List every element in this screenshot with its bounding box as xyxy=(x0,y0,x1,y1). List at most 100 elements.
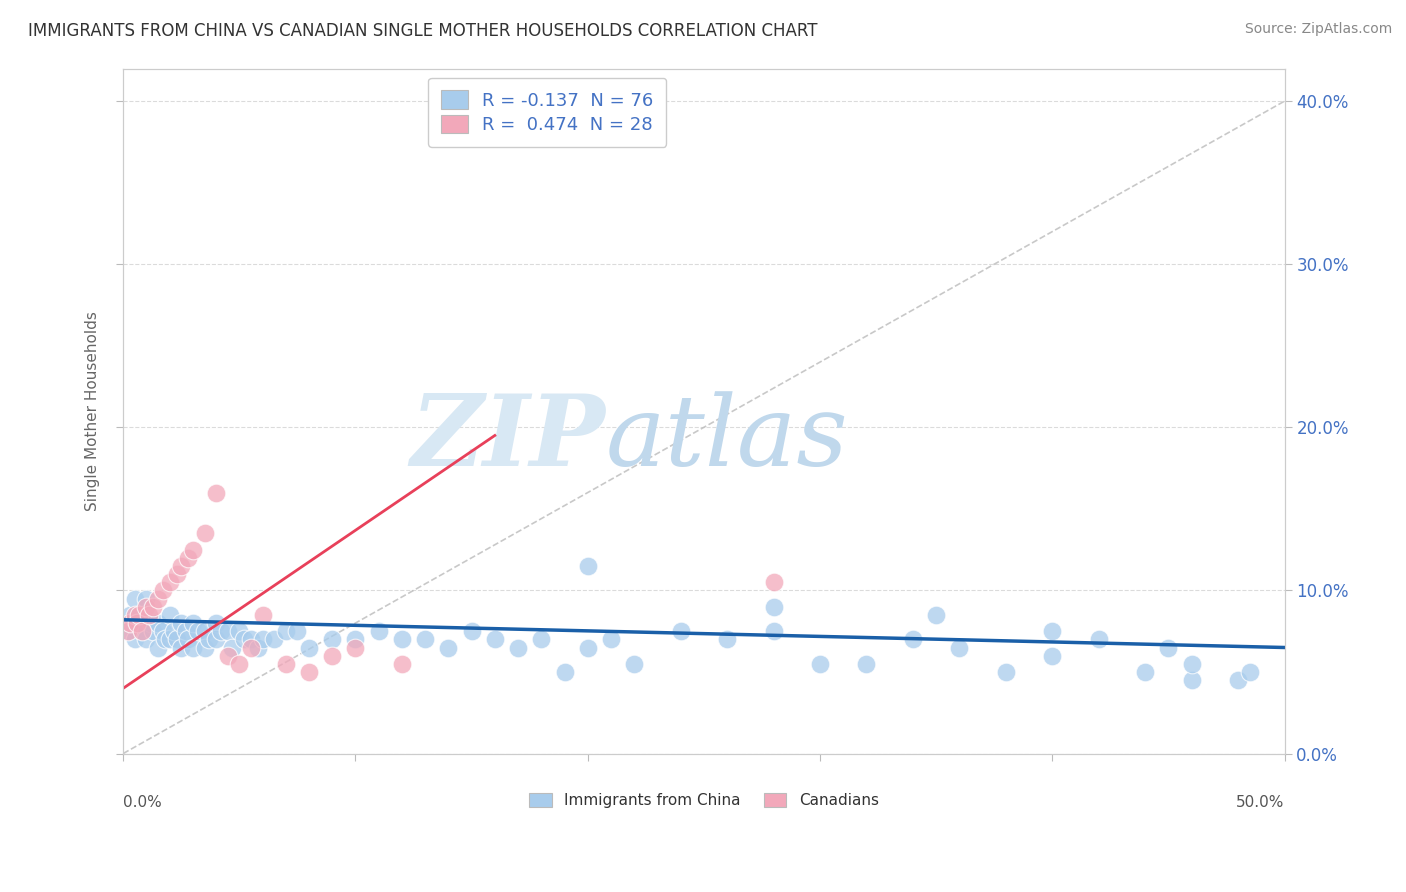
Point xyxy=(166,632,188,647)
Point xyxy=(1239,665,1261,679)
Point xyxy=(205,615,228,630)
Point xyxy=(135,591,157,606)
Point xyxy=(152,583,174,598)
Point xyxy=(127,615,149,630)
Text: atlas: atlas xyxy=(605,391,848,486)
Point xyxy=(1181,657,1204,671)
Point xyxy=(128,615,150,630)
Point xyxy=(762,624,785,639)
Text: 0.0%: 0.0% xyxy=(124,795,162,810)
Text: ZIP: ZIP xyxy=(411,390,605,487)
Point xyxy=(321,632,343,647)
Point xyxy=(1181,673,1204,687)
Point xyxy=(298,640,321,655)
Point xyxy=(152,624,174,639)
Point xyxy=(163,624,186,639)
Point xyxy=(209,624,232,639)
Point xyxy=(344,632,367,647)
Point xyxy=(131,624,153,639)
Point xyxy=(252,632,274,647)
Point xyxy=(159,607,181,622)
Point xyxy=(181,640,204,655)
Point xyxy=(669,624,692,639)
Point xyxy=(124,632,146,647)
Point xyxy=(246,640,269,655)
Point xyxy=(159,575,181,590)
Point xyxy=(901,632,924,647)
Point xyxy=(153,632,176,647)
Point xyxy=(128,607,150,622)
Point xyxy=(177,550,200,565)
Point xyxy=(391,632,413,647)
Point xyxy=(762,599,785,614)
Point xyxy=(994,665,1017,679)
Point xyxy=(274,624,297,639)
Point xyxy=(1087,632,1109,647)
Point xyxy=(193,640,215,655)
Point xyxy=(193,526,215,541)
Point xyxy=(205,632,228,647)
Point xyxy=(228,624,250,639)
Point xyxy=(217,648,239,663)
Point xyxy=(855,657,877,671)
Point xyxy=(124,607,146,622)
Point xyxy=(233,632,256,647)
Point xyxy=(117,624,139,639)
Text: IMMIGRANTS FROM CHINA VS CANADIAN SINGLE MOTHER HOUSEHOLDS CORRELATION CHART: IMMIGRANTS FROM CHINA VS CANADIAN SINGLE… xyxy=(28,22,818,40)
Point xyxy=(221,640,243,655)
Point xyxy=(181,615,204,630)
Point xyxy=(460,624,482,639)
Point xyxy=(287,624,309,639)
Point xyxy=(186,624,208,639)
Point xyxy=(716,632,738,647)
Point xyxy=(228,657,250,671)
Point xyxy=(808,657,831,671)
Point xyxy=(181,542,204,557)
Point xyxy=(298,665,321,679)
Point xyxy=(1040,624,1063,639)
Point xyxy=(193,624,215,639)
Point xyxy=(120,615,142,630)
Point xyxy=(120,607,142,622)
Point xyxy=(530,632,553,647)
Point xyxy=(413,632,436,647)
Point xyxy=(117,624,139,639)
Point xyxy=(321,648,343,663)
Point xyxy=(263,632,285,647)
Point xyxy=(135,632,157,647)
Point xyxy=(170,615,193,630)
Point xyxy=(146,615,169,630)
Point xyxy=(239,640,262,655)
Point xyxy=(925,607,948,622)
Point xyxy=(170,558,193,573)
Point xyxy=(344,640,367,655)
Point xyxy=(1157,640,1180,655)
Point xyxy=(142,599,165,614)
Point xyxy=(138,607,160,622)
Point xyxy=(131,624,153,639)
Point xyxy=(146,591,169,606)
Legend: Immigrants from China, Canadians: Immigrants from China, Canadians xyxy=(523,787,884,814)
Point xyxy=(484,632,506,647)
Point xyxy=(623,657,645,671)
Point xyxy=(205,485,228,500)
Point xyxy=(252,607,274,622)
Point xyxy=(124,591,146,606)
Point xyxy=(576,640,599,655)
Point xyxy=(576,558,599,573)
Point xyxy=(554,665,576,679)
Point xyxy=(170,640,193,655)
Text: 50.0%: 50.0% xyxy=(1236,795,1285,810)
Y-axis label: Single Mother Households: Single Mother Households xyxy=(86,311,100,511)
Point xyxy=(217,624,239,639)
Point xyxy=(135,599,157,614)
Point xyxy=(1227,673,1250,687)
Point xyxy=(391,657,413,671)
Point xyxy=(166,567,188,582)
Point xyxy=(159,632,181,647)
Point xyxy=(142,624,165,639)
Point xyxy=(437,640,460,655)
Point xyxy=(762,575,785,590)
Point xyxy=(274,657,297,671)
Text: Source: ZipAtlas.com: Source: ZipAtlas.com xyxy=(1244,22,1392,37)
